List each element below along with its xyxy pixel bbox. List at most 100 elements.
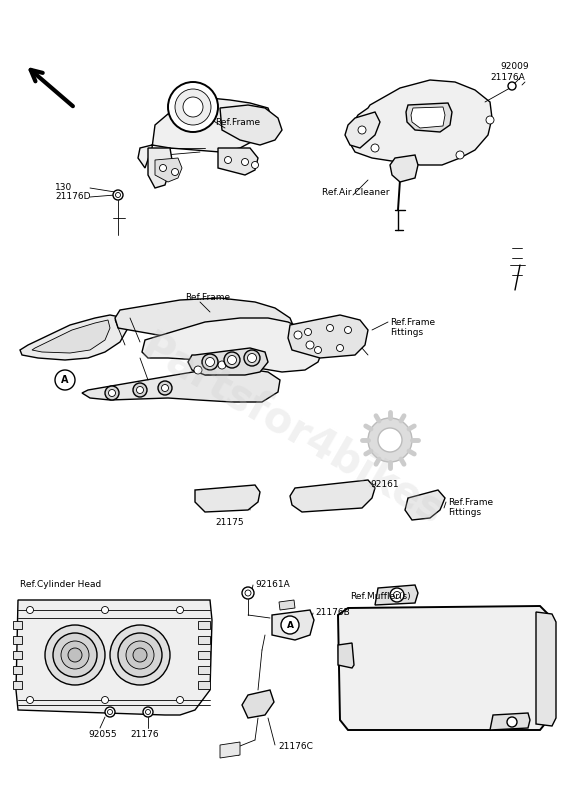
- Circle shape: [68, 648, 82, 662]
- Polygon shape: [155, 158, 182, 182]
- Circle shape: [315, 346, 322, 354]
- Circle shape: [294, 331, 302, 339]
- Circle shape: [172, 169, 179, 175]
- Polygon shape: [198, 666, 210, 674]
- Polygon shape: [375, 585, 418, 605]
- Circle shape: [105, 707, 115, 717]
- Polygon shape: [345, 112, 380, 148]
- Circle shape: [168, 82, 218, 132]
- Text: Ref.Frame: Ref.Frame: [215, 118, 260, 127]
- Text: A: A: [287, 621, 294, 630]
- Polygon shape: [242, 690, 274, 718]
- Circle shape: [194, 366, 202, 374]
- Text: 21176C: 21176C: [278, 742, 313, 751]
- Text: Ref.Frame
Fittings: Ref.Frame Fittings: [390, 318, 435, 338]
- Polygon shape: [13, 666, 22, 674]
- Circle shape: [228, 355, 237, 365]
- Circle shape: [371, 144, 379, 152]
- Circle shape: [133, 383, 147, 397]
- Text: A: A: [61, 375, 69, 385]
- Polygon shape: [411, 107, 445, 128]
- Polygon shape: [198, 651, 210, 659]
- Circle shape: [61, 641, 89, 669]
- Polygon shape: [405, 490, 445, 520]
- Circle shape: [345, 326, 352, 334]
- Polygon shape: [272, 610, 314, 640]
- Polygon shape: [198, 636, 210, 644]
- Circle shape: [110, 625, 170, 685]
- Polygon shape: [20, 315, 128, 360]
- Circle shape: [390, 588, 404, 602]
- Polygon shape: [348, 80, 492, 165]
- Polygon shape: [16, 600, 212, 715]
- Text: 92161: 92161: [370, 480, 399, 489]
- Polygon shape: [188, 348, 268, 375]
- Circle shape: [105, 386, 119, 400]
- Circle shape: [304, 329, 311, 335]
- Circle shape: [326, 325, 333, 331]
- Circle shape: [55, 370, 75, 390]
- Circle shape: [248, 354, 256, 362]
- Circle shape: [102, 606, 109, 614]
- Polygon shape: [198, 621, 210, 629]
- Circle shape: [133, 648, 147, 662]
- Circle shape: [507, 717, 517, 727]
- Polygon shape: [32, 320, 110, 353]
- Circle shape: [242, 158, 249, 166]
- Polygon shape: [490, 713, 530, 730]
- Circle shape: [102, 697, 109, 703]
- Polygon shape: [142, 318, 322, 372]
- Polygon shape: [138, 98, 272, 168]
- Text: Ref.Frame: Ref.Frame: [185, 293, 230, 302]
- Circle shape: [176, 697, 183, 703]
- Circle shape: [143, 707, 153, 717]
- Circle shape: [107, 710, 113, 714]
- Polygon shape: [406, 103, 452, 132]
- Text: Ref.Frame
Fittings: Ref.Frame Fittings: [448, 498, 493, 518]
- Polygon shape: [198, 681, 210, 689]
- Circle shape: [116, 193, 120, 198]
- Polygon shape: [536, 612, 556, 726]
- Text: 21176A: 21176A: [490, 73, 525, 82]
- Polygon shape: [288, 315, 368, 358]
- Polygon shape: [338, 606, 548, 730]
- Text: 130: 130: [55, 183, 72, 192]
- Circle shape: [218, 361, 226, 369]
- Text: 92161A: 92161A: [255, 580, 290, 589]
- Polygon shape: [218, 148, 258, 175]
- Circle shape: [224, 352, 240, 368]
- Circle shape: [306, 341, 314, 349]
- Circle shape: [252, 162, 259, 169]
- Circle shape: [244, 350, 260, 366]
- Circle shape: [358, 126, 366, 134]
- Polygon shape: [290, 480, 375, 512]
- Circle shape: [508, 82, 516, 90]
- Circle shape: [394, 591, 401, 598]
- Text: Partsfor4bikes: Partsfor4bikes: [133, 326, 451, 534]
- Circle shape: [162, 385, 169, 391]
- Polygon shape: [115, 298, 295, 348]
- Polygon shape: [13, 681, 22, 689]
- Text: 21176: 21176: [130, 730, 159, 739]
- Polygon shape: [82, 368, 280, 402]
- Circle shape: [45, 625, 105, 685]
- Text: Ref.Muffler(s): Ref.Muffler(s): [350, 592, 411, 601]
- Text: 21176B: 21176B: [315, 608, 350, 617]
- Circle shape: [137, 386, 144, 394]
- Polygon shape: [220, 105, 282, 145]
- Text: 21176D: 21176D: [55, 192, 91, 201]
- Polygon shape: [195, 485, 260, 512]
- Circle shape: [159, 165, 166, 171]
- Circle shape: [336, 345, 343, 351]
- Circle shape: [145, 710, 151, 714]
- Polygon shape: [13, 621, 22, 629]
- Circle shape: [224, 157, 231, 163]
- Text: 92055: 92055: [88, 730, 117, 739]
- Circle shape: [109, 390, 116, 397]
- Polygon shape: [220, 742, 240, 758]
- Circle shape: [53, 633, 97, 677]
- Text: 92009: 92009: [500, 62, 529, 71]
- Circle shape: [175, 89, 211, 125]
- Circle shape: [368, 418, 412, 462]
- Circle shape: [126, 641, 154, 669]
